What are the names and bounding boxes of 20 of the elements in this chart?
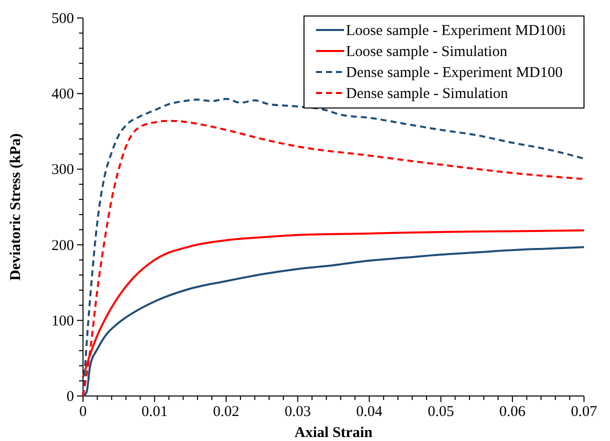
- legend-label: Dense sample - Simulation: [346, 86, 509, 102]
- y-tick-label: 0: [66, 389, 74, 405]
- x-tick-label: 0.03: [284, 404, 311, 420]
- x-tick-label: 0.01: [141, 404, 168, 420]
- x-tick-label: 0.06: [499, 404, 526, 420]
- x-tick-label: 0.02: [213, 404, 240, 420]
- y-tick-label: 100: [52, 313, 74, 330]
- y-tick-label: 200: [52, 238, 74, 254]
- x-tick-label: 0.04: [356, 404, 383, 420]
- x-tick-label: 0.07: [570, 404, 598, 420]
- legend-label: Loose sample - Experiment MD100i: [346, 23, 566, 39]
- y-tick-label: 300: [52, 162, 74, 178]
- legend-label: Loose sample - Simulation: [346, 44, 508, 60]
- legend-label: Dense sample - Experiment MD100: [346, 65, 563, 81]
- x-tick-label: 0: [79, 404, 87, 420]
- y-axis-title: Deviatoric Stress (kPa): [8, 133, 24, 281]
- y-tick-label: 400: [52, 86, 74, 103]
- x-tick-label: 0.05: [428, 404, 454, 420]
- y-tick-label: 500: [52, 11, 74, 27]
- x-axis-title: Axial Strain: [294, 425, 374, 441]
